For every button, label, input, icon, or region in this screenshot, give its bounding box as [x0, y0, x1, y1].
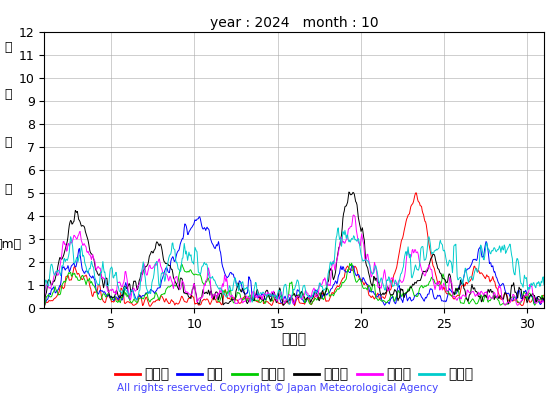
Text: 有: 有 — [4, 41, 12, 54]
Legend: 上ノ国, 唐桑, 石廈崎, 経ヶ岸, 生月島, 屋久島: 上ノ国, 唐桑, 石廈崎, 経ヶ岸, 生月島, 屋久島 — [109, 362, 479, 387]
Title: year : 2024   month : 10: year : 2024 month : 10 — [210, 17, 379, 30]
Text: All rights reserved. Copyright © Japan Meteorological Agency: All rights reserved. Copyright © Japan M… — [117, 383, 438, 393]
Text: 波: 波 — [4, 136, 12, 149]
Text: （m）: （m） — [0, 239, 22, 251]
Text: 義: 義 — [4, 88, 12, 101]
X-axis label: （日）: （日） — [281, 332, 307, 346]
Text: 高: 高 — [4, 183, 12, 196]
